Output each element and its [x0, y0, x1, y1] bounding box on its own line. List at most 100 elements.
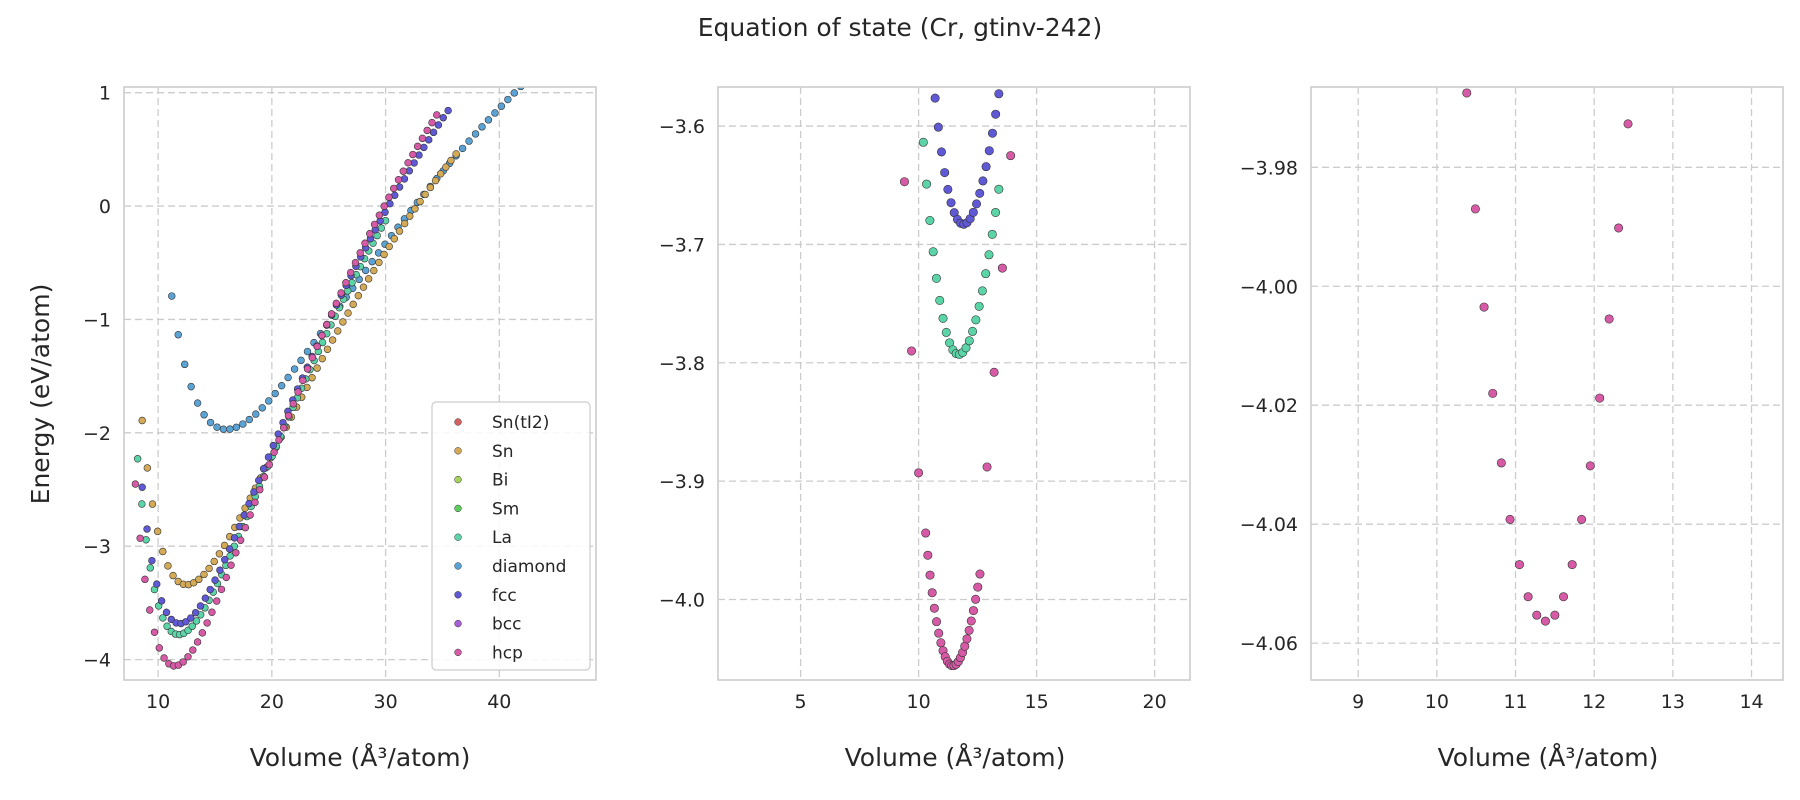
point-sn: [138, 416, 146, 425]
point-diamond: [563, 40, 570, 47]
point-hcp: [413, 142, 422, 151]
point-hcp: [1462, 88, 1472, 98]
point-fcc: [978, 176, 988, 186]
point-fcc: [269, 441, 278, 450]
point-la: [964, 336, 974, 346]
legend-marker: [454, 504, 462, 513]
point-fcc: [434, 121, 443, 129]
x-tick-label: 20: [260, 691, 284, 713]
point-diamond: [200, 411, 208, 419]
point-diamond: [174, 331, 182, 339]
point-fcc: [439, 114, 447, 122]
panel-0-ylabel: Energy (eV/atom): [26, 284, 55, 505]
point-hcp: [1623, 119, 1633, 129]
point-hcp: [962, 634, 972, 644]
point-diamond: [232, 423, 241, 431]
point-fcc: [211, 576, 219, 584]
x-tick-label: 10: [146, 691, 170, 713]
point-hcp: [997, 263, 1007, 273]
point-hcp: [160, 654, 168, 662]
point-diamond: [543, 58, 550, 65]
point-hcp: [136, 534, 144, 542]
point-la: [938, 313, 948, 323]
point-diamond: [465, 137, 473, 145]
point-hcp: [256, 486, 264, 494]
point-fcc: [429, 128, 438, 137]
legend-label: Sn(tI2): [492, 413, 549, 433]
point-fcc: [946, 198, 956, 208]
point-sn: [159, 547, 167, 556]
point-diamond: [193, 399, 202, 407]
legend-label: fcc: [492, 586, 517, 606]
point-fcc: [187, 614, 195, 622]
point-fcc: [264, 453, 273, 461]
legend-label: hcp: [492, 643, 523, 663]
panel-zoom-mid: 5 10 15 20 −4.0 −3.9 −3.8 −3.7 −3.6: [659, 86, 1191, 713]
point-hcp: [964, 625, 974, 635]
point-diamond: [187, 382, 195, 391]
point-hcp: [1577, 514, 1587, 524]
point-hcp: [327, 310, 336, 318]
point-hcp: [131, 480, 140, 488]
point-hcp: [936, 638, 946, 648]
legend-marker: [454, 475, 462, 484]
data-points: [899, 89, 1016, 671]
point-hcp: [1540, 616, 1550, 626]
point-hcp: [1567, 560, 1577, 570]
point-sn: [210, 557, 218, 566]
point-sn: [200, 570, 208, 579]
y-tick-label: 0: [99, 196, 111, 218]
point-hcp: [189, 646, 197, 654]
point-sn: [344, 309, 352, 317]
point-diamond: [265, 397, 273, 405]
point-hcp: [1488, 388, 1498, 398]
point-diamond: [180, 360, 189, 369]
point-sn: [390, 235, 399, 243]
point-fcc: [972, 199, 982, 209]
y-tick-label: −2: [83, 423, 111, 445]
point-diamond: [556, 46, 563, 53]
point-fcc: [943, 184, 953, 194]
point-fcc: [191, 608, 200, 617]
point-diamond: [491, 109, 499, 117]
point-hcp: [179, 658, 187, 666]
point-diamond: [484, 116, 493, 124]
point-diamond: [206, 418, 215, 427]
legend-item: hcp: [454, 643, 523, 663]
point-hcp: [289, 400, 297, 408]
legend-marker: [454, 648, 462, 657]
legend-marker: [454, 619, 462, 628]
point-hcp: [332, 299, 341, 308]
point-sn: [169, 571, 177, 580]
point-diamond: [510, 89, 519, 97]
panel-zoom-hcp: 9 10 11 12 13 14 −4.06 −4.04 −4.02 −4.00 −3.98: [1240, 86, 1784, 713]
point-la: [994, 184, 1004, 194]
point-fcc: [216, 566, 224, 574]
point-hcp: [351, 258, 360, 267]
point-hcp: [232, 549, 240, 557]
legend-label: Bi: [492, 471, 508, 491]
panel-0-xlabel: Volume (Å³/atom): [250, 743, 471, 772]
point-hcp: [270, 448, 278, 456]
x-tick-label: 11: [1503, 691, 1527, 713]
axes-frame: [1310, 86, 1784, 681]
legend-item: fcc: [454, 586, 517, 606]
point-la: [941, 327, 951, 337]
point-fcc: [196, 602, 205, 610]
legend-marker: [454, 562, 462, 570]
point-hcp: [899, 177, 909, 187]
point-la: [987, 229, 997, 239]
point-fcc: [991, 109, 1001, 119]
point-hcp: [146, 606, 154, 614]
x-tick-label: 12: [1582, 691, 1606, 713]
point-la: [981, 269, 991, 279]
point-la: [188, 622, 196, 630]
point-hcp: [227, 561, 235, 569]
point-diamond: [219, 425, 228, 433]
point-fcc: [984, 146, 994, 156]
point-hcp: [323, 320, 331, 329]
legend-marker: [454, 533, 462, 541]
point-diamond: [471, 130, 480, 138]
x-tick-label: 13: [1661, 691, 1685, 713]
